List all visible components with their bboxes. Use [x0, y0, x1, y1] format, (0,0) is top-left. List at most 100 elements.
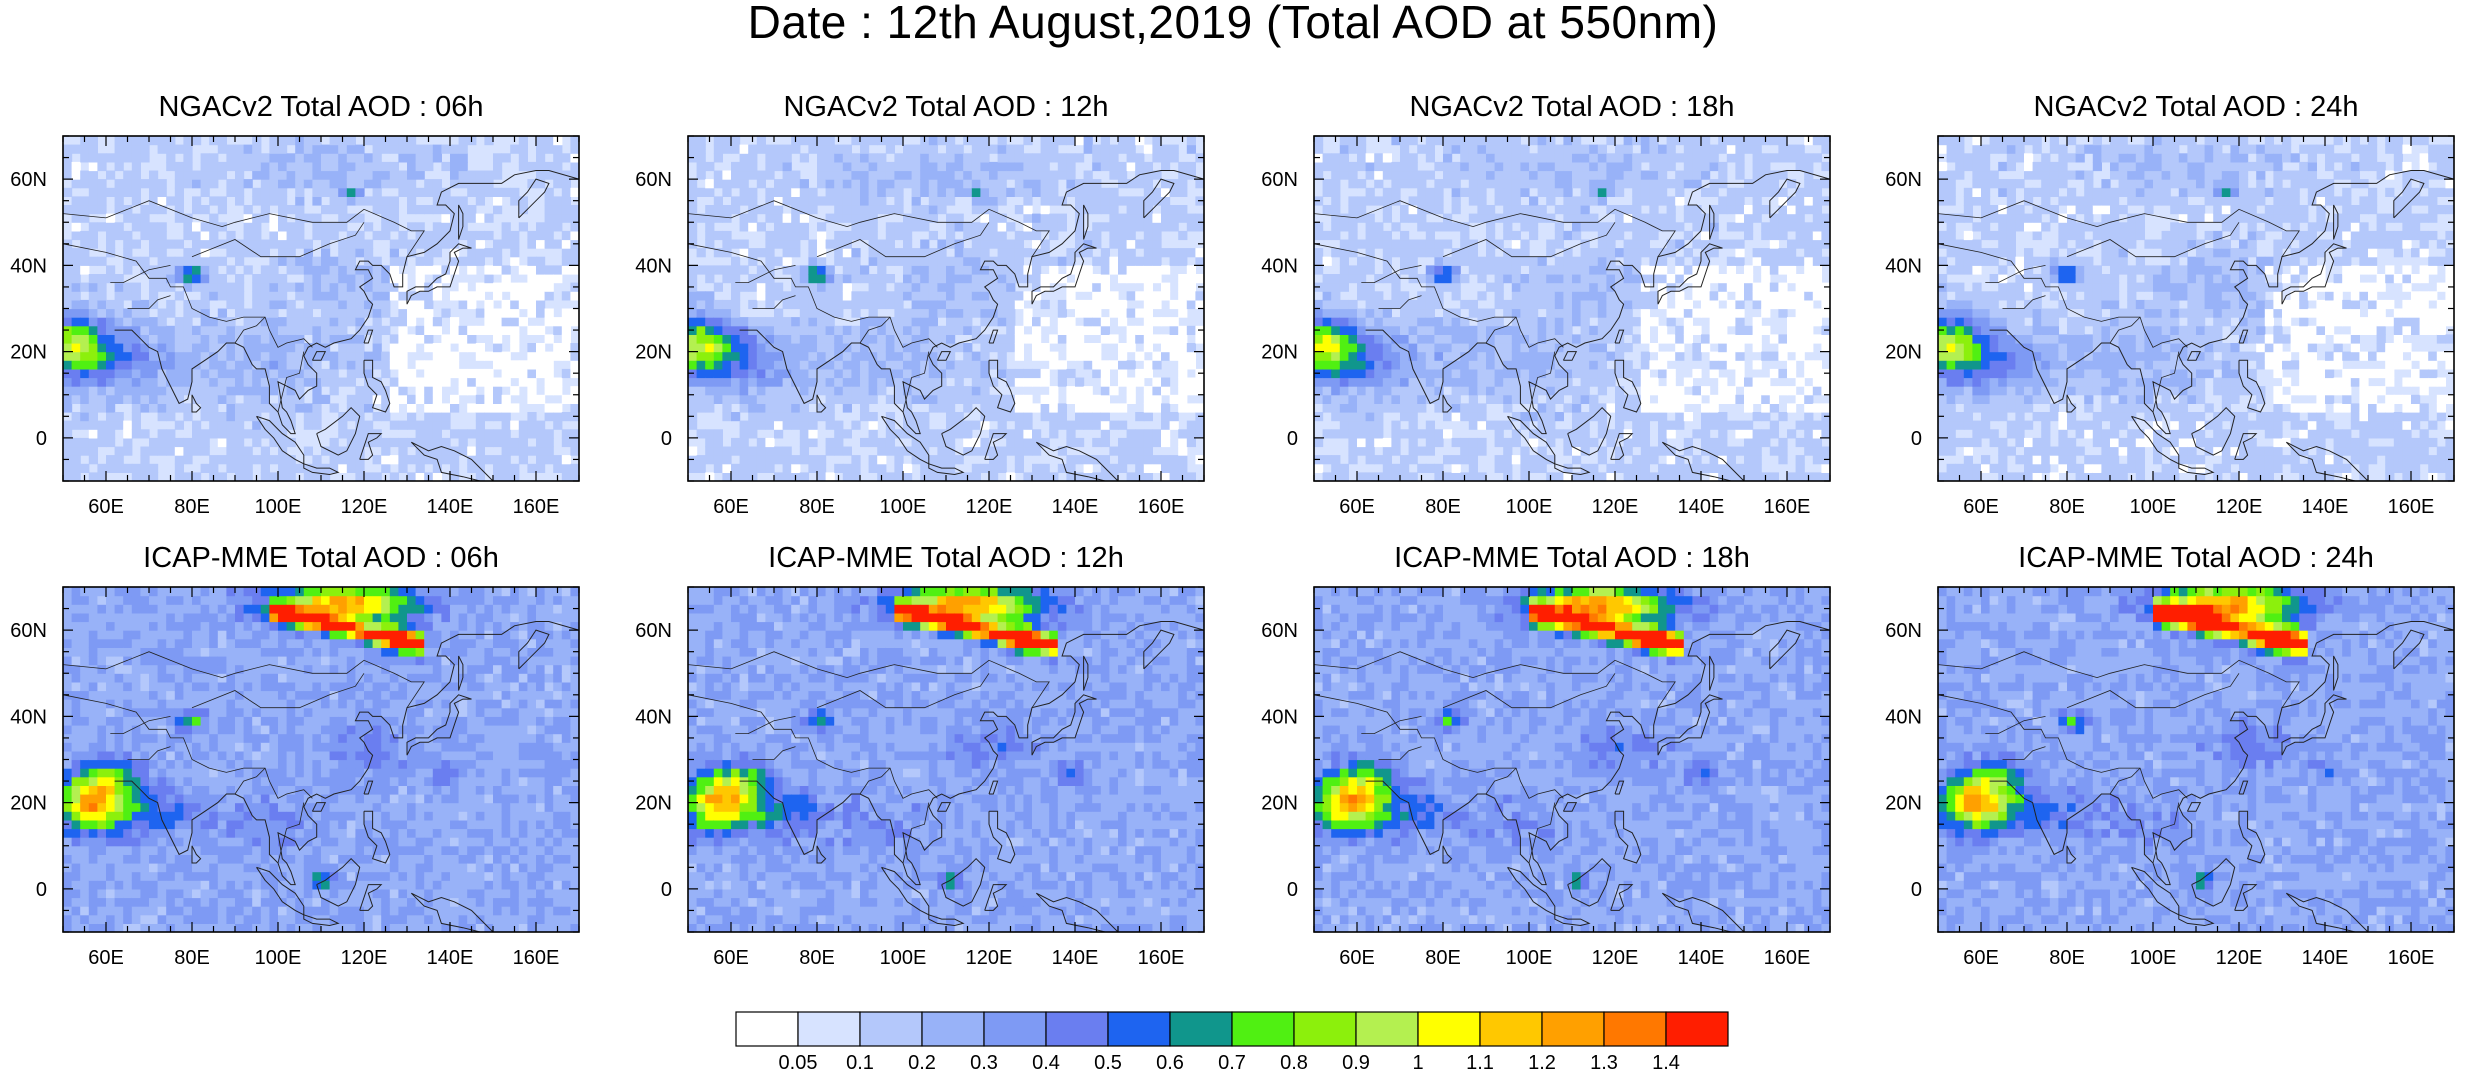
aod-cell	[63, 429, 72, 438]
aod-cell	[1598, 429, 1607, 438]
aod-cell	[860, 300, 869, 309]
aod-cell	[722, 403, 731, 412]
aod-cell	[467, 188, 476, 197]
aod-cell	[1632, 412, 1641, 421]
aod-cell	[1598, 240, 1607, 249]
aod-cell	[381, 309, 390, 318]
aod-cell	[166, 153, 175, 162]
aod-cell	[1366, 395, 1375, 404]
aod-cell	[175, 334, 184, 343]
aod-cell	[1615, 291, 1624, 300]
aod-cell	[963, 403, 972, 412]
aod-cell	[1006, 438, 1015, 447]
aod-cell	[1409, 343, 1418, 352]
aod-cell	[1443, 429, 1452, 438]
aod-cell	[705, 265, 714, 274]
aod-cell	[1118, 231, 1127, 240]
aod-cell	[201, 352, 210, 361]
aod-cell	[536, 257, 545, 266]
aod-cell	[312, 222, 321, 231]
aod-cell	[886, 395, 895, 404]
aod-cell	[1529, 343, 1538, 352]
aod-cell	[536, 360, 545, 369]
aod-cell	[783, 257, 792, 266]
aod-cell	[433, 205, 442, 214]
aod-cell	[1477, 309, 1486, 318]
aod-cell	[261, 196, 270, 205]
aod-cell	[467, 386, 476, 395]
aod-cell	[433, 343, 442, 352]
aod-cell	[175, 214, 184, 223]
aod-cell	[1340, 343, 1349, 352]
aod-cell	[63, 257, 72, 266]
aod-cell	[869, 196, 878, 205]
aod-cell	[1503, 378, 1512, 387]
aod-cell	[955, 395, 964, 404]
aod-cell	[1520, 274, 1529, 283]
aod-cell	[140, 300, 149, 309]
aod-cell	[140, 352, 149, 361]
aod-cell	[278, 248, 287, 257]
aod-cell	[450, 231, 459, 240]
aod-cell	[72, 386, 81, 395]
aod-cell	[774, 205, 783, 214]
aod-cell	[493, 291, 502, 300]
aod-cell	[1144, 145, 1153, 154]
aod-cell	[1452, 188, 1461, 197]
aod-cell	[1006, 274, 1015, 283]
aod-cell	[757, 369, 766, 378]
aod-cell	[527, 464, 536, 473]
aod-cell	[1581, 360, 1590, 369]
aod-cell	[843, 162, 852, 171]
aod-cell	[1400, 455, 1409, 464]
aod-cell	[269, 231, 278, 240]
aod-cell	[459, 300, 468, 309]
aod-cell	[998, 317, 1007, 326]
aod-cell	[175, 386, 184, 395]
aod-cell	[218, 438, 227, 447]
aod-cell	[1187, 300, 1196, 309]
aod-cell	[89, 429, 98, 438]
aod-cell	[1555, 412, 1564, 421]
aod-cell	[791, 145, 800, 154]
aod-cell	[123, 214, 132, 223]
aod-cell	[1520, 171, 1529, 180]
aod-cell	[1357, 447, 1366, 456]
aod-cell	[459, 136, 468, 145]
aod-cell	[963, 438, 972, 447]
aod-cell	[1041, 352, 1050, 361]
aod-cell	[269, 352, 278, 361]
aod-cell	[226, 343, 235, 352]
aod-cell	[1187, 136, 1196, 145]
aod-cell	[398, 378, 407, 387]
aod-cell	[912, 309, 921, 318]
aod-cell	[132, 334, 141, 343]
aod-cell	[946, 283, 955, 292]
aod-cell	[1503, 447, 1512, 456]
aod-cell	[192, 300, 201, 309]
aod-cell	[1434, 188, 1443, 197]
aod-cell	[407, 153, 416, 162]
aod-cell	[1460, 438, 1469, 447]
aod-cell	[1348, 171, 1357, 180]
aod-cell	[373, 257, 382, 266]
aod-cell	[1015, 291, 1024, 300]
aod-cell	[1331, 395, 1340, 404]
aod-cell	[1615, 222, 1624, 231]
aod-cell	[1477, 205, 1486, 214]
aod-cell	[989, 188, 998, 197]
aod-cell	[1538, 326, 1547, 335]
aod-cell	[800, 369, 809, 378]
aod-cell	[149, 248, 158, 257]
aod-cell	[149, 317, 158, 326]
aod-cell	[527, 326, 536, 335]
aod-cell	[1400, 300, 1409, 309]
aod-cell	[1348, 395, 1357, 404]
aod-cell	[484, 378, 493, 387]
aod-cell	[390, 352, 399, 361]
aod-cell	[527, 300, 536, 309]
aod-cell	[304, 240, 313, 249]
aod-cell	[748, 386, 757, 395]
aod-cell	[1092, 231, 1101, 240]
aod-cell	[502, 421, 511, 430]
